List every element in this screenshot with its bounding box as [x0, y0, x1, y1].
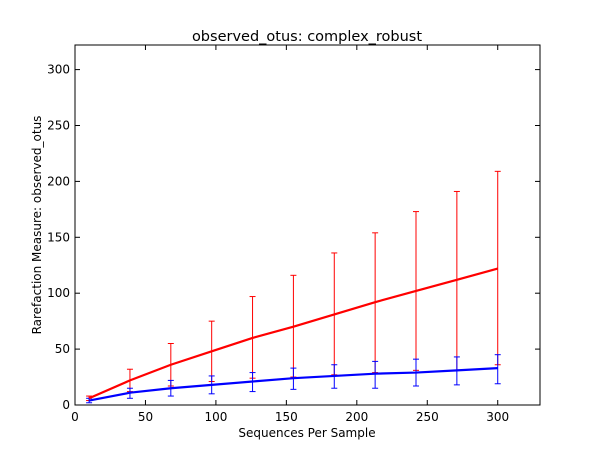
series-line-1: [88, 267, 499, 400]
x-tick-label: 200: [345, 410, 368, 424]
x-tick-label: 100: [204, 410, 227, 424]
x-tick-label: 0: [71, 410, 79, 424]
y-tick-label: 300: [47, 63, 70, 77]
y-tick-label: 250: [47, 118, 70, 132]
series-line-2: [88, 367, 498, 402]
x-tick-label: 50: [138, 410, 153, 424]
plot-area: [86, 170, 501, 404]
y-tick-label: 200: [47, 174, 70, 188]
plot-frame: [74, 44, 541, 406]
x-axis-label: Sequences Per Sample: [238, 426, 375, 440]
x-tick-label: 150: [275, 410, 298, 424]
x-tick-label: 300: [486, 410, 509, 424]
y-tick-label: 50: [55, 342, 70, 356]
chart-title: observed_otus: complex_robust: [192, 29, 422, 45]
y-tick-label: 150: [47, 230, 70, 244]
y-axis-label: Rarefaction Measure: observed_otus: [30, 116, 44, 335]
y-tick-label: 0: [62, 398, 70, 412]
x-tick-label: 250: [416, 410, 439, 424]
y-tick-label: 100: [47, 286, 70, 300]
axes: 0 50 100 150 200 250 300 0 50 100 150 200 250 300: [47, 45, 540, 424]
